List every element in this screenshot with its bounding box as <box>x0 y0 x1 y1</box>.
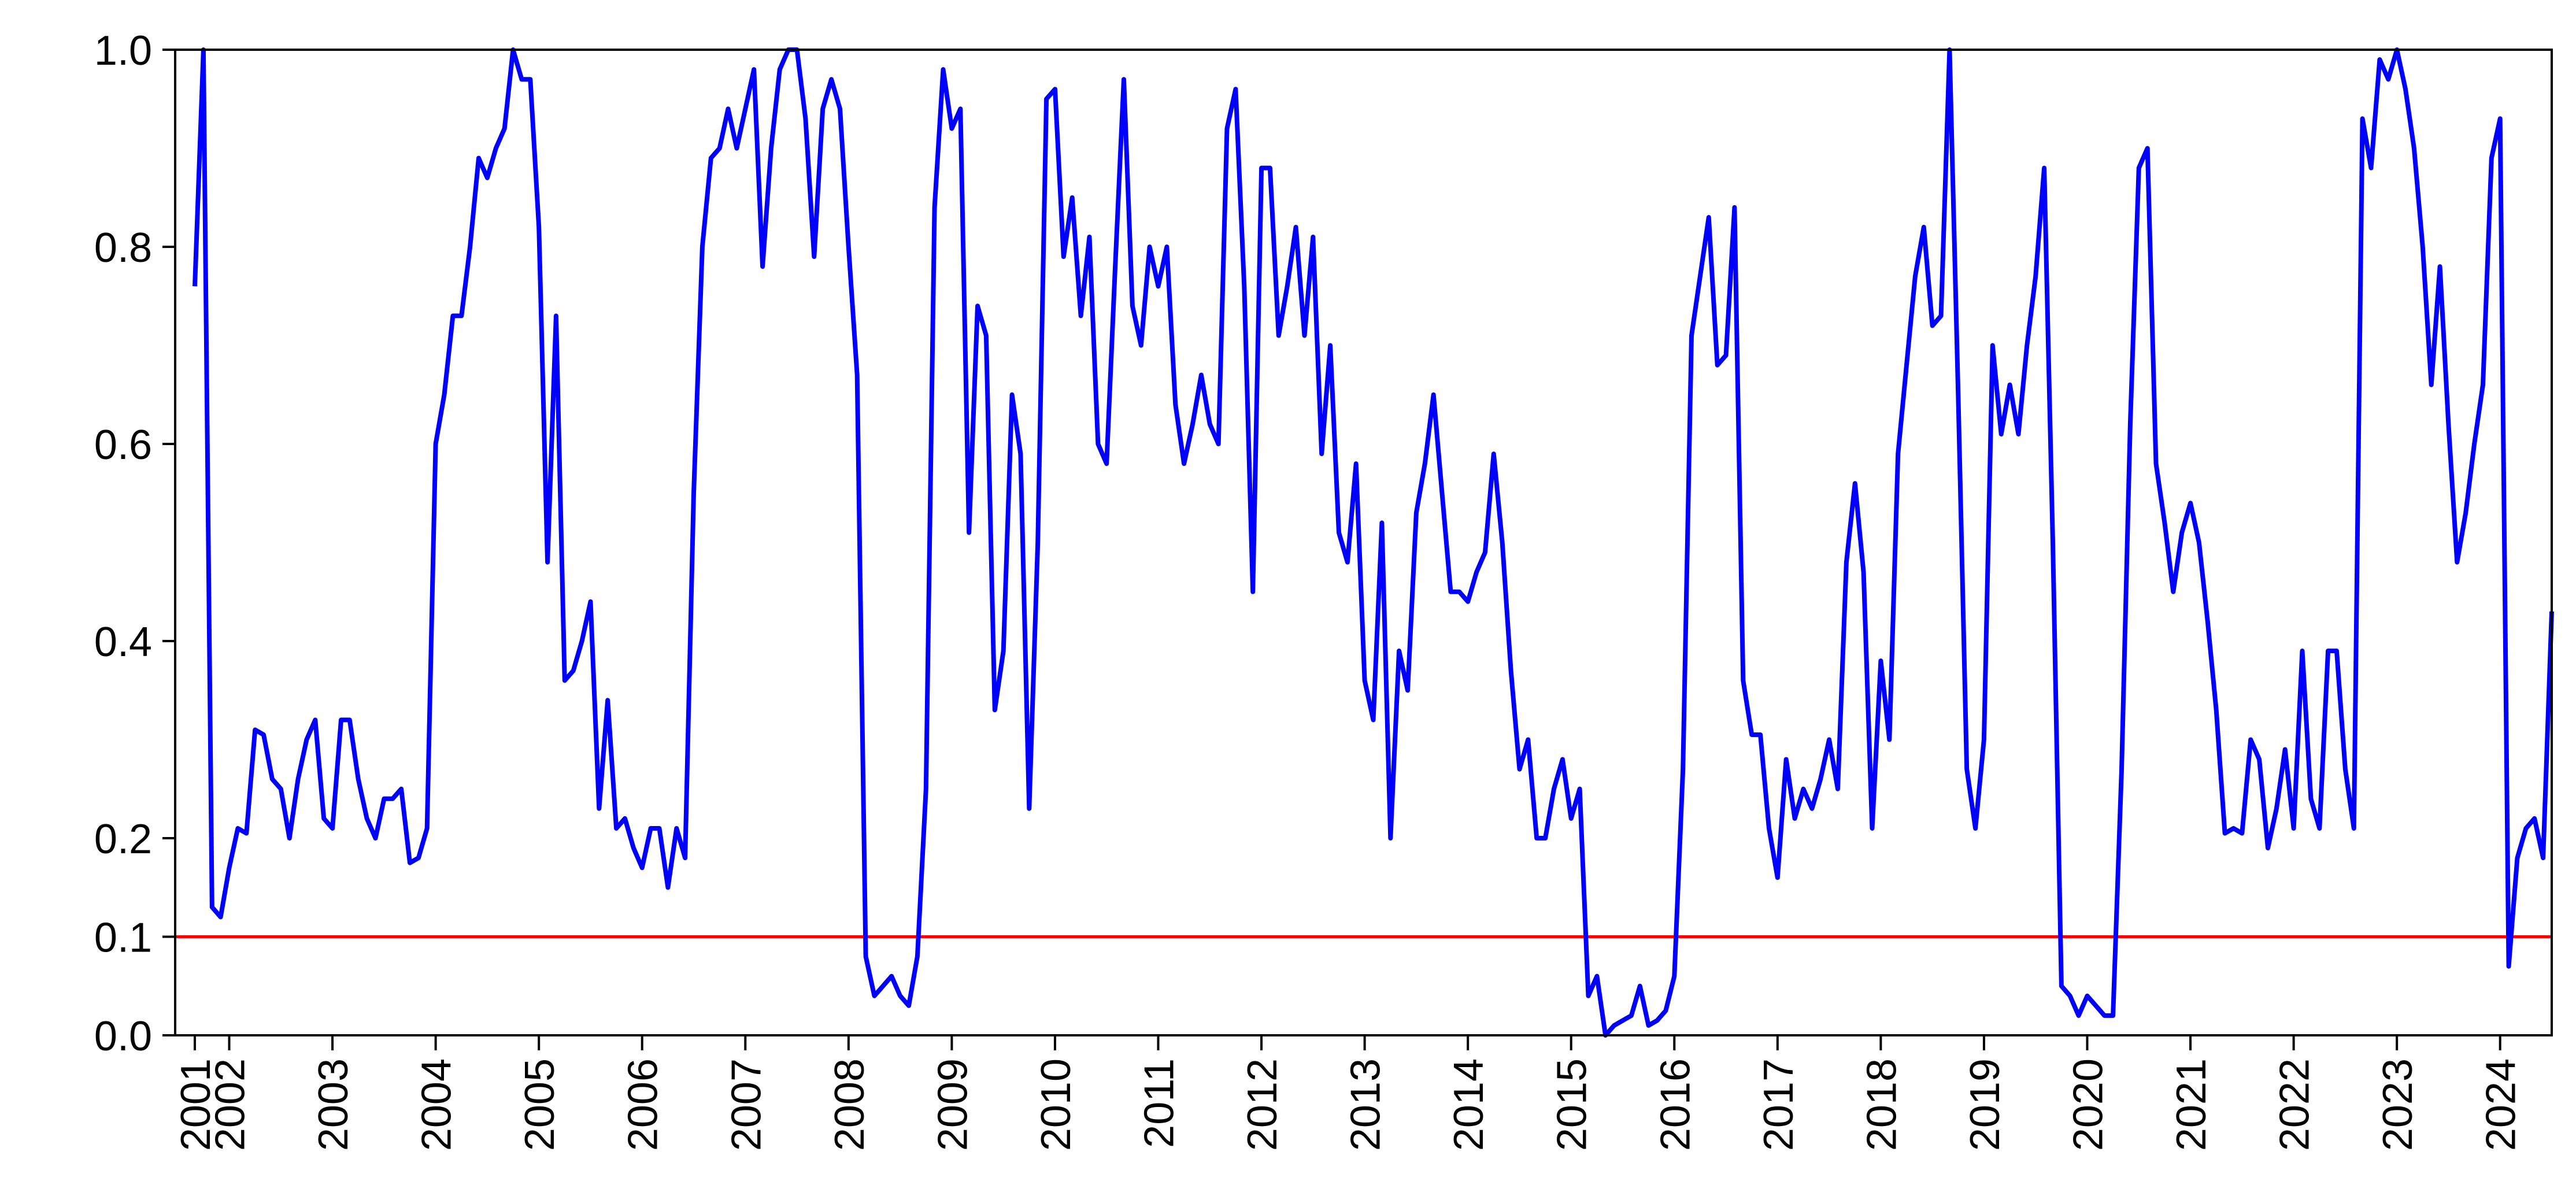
x-tick-label: 2008 <box>827 1058 873 1151</box>
y-tick-label: 1.0 <box>94 28 152 74</box>
x-tick-label: 2005 <box>517 1058 563 1151</box>
x-tick-label: 2013 <box>1343 1058 1389 1151</box>
x-tick-label: 2007 <box>723 1058 769 1151</box>
y-tick-label: 0.8 <box>94 225 152 271</box>
x-tick-label: 2001 <box>173 1058 219 1151</box>
x-tick-label: 2017 <box>1756 1058 1802 1151</box>
x-tick-label: 2018 <box>1859 1058 1905 1151</box>
data-line <box>193 47 2554 1038</box>
x-tick-label: 2014 <box>1446 1058 1492 1151</box>
x-tick-label: 2009 <box>930 1058 976 1151</box>
x-tick-label: 2021 <box>2168 1058 2215 1151</box>
x-tick-label: 2006 <box>620 1058 667 1151</box>
y-tick-label: 0.6 <box>94 422 152 468</box>
x-tick-label: 2015 <box>1549 1058 1596 1151</box>
x-tick-label: 2010 <box>1033 1058 1079 1151</box>
x-tick-label: 2022 <box>2272 1058 2318 1151</box>
x-tick-label: 2003 <box>310 1058 357 1151</box>
y-tick-label: 0.2 <box>94 816 152 862</box>
y-tick-label: 0.1 <box>94 915 152 961</box>
x-tick-label: 2002 <box>208 1058 254 1151</box>
x-tick-label: 2024 <box>2478 1058 2525 1151</box>
x-tick-label: 2004 <box>414 1058 460 1151</box>
x-tick-label: 2012 <box>1239 1058 1286 1151</box>
x-tick-label: 2011 <box>1137 1058 1183 1148</box>
plot-frame <box>174 49 2553 1036</box>
y-tick-label: 0.0 <box>94 1013 152 1060</box>
y-tick-label: 0.4 <box>94 619 152 665</box>
x-tick-label: 2019 <box>1962 1058 2008 1151</box>
x-tick-label: 2020 <box>2066 1058 2112 1151</box>
x-tick-label: 2016 <box>1652 1058 1698 1151</box>
x-tick-label: 2023 <box>2375 1058 2421 1151</box>
